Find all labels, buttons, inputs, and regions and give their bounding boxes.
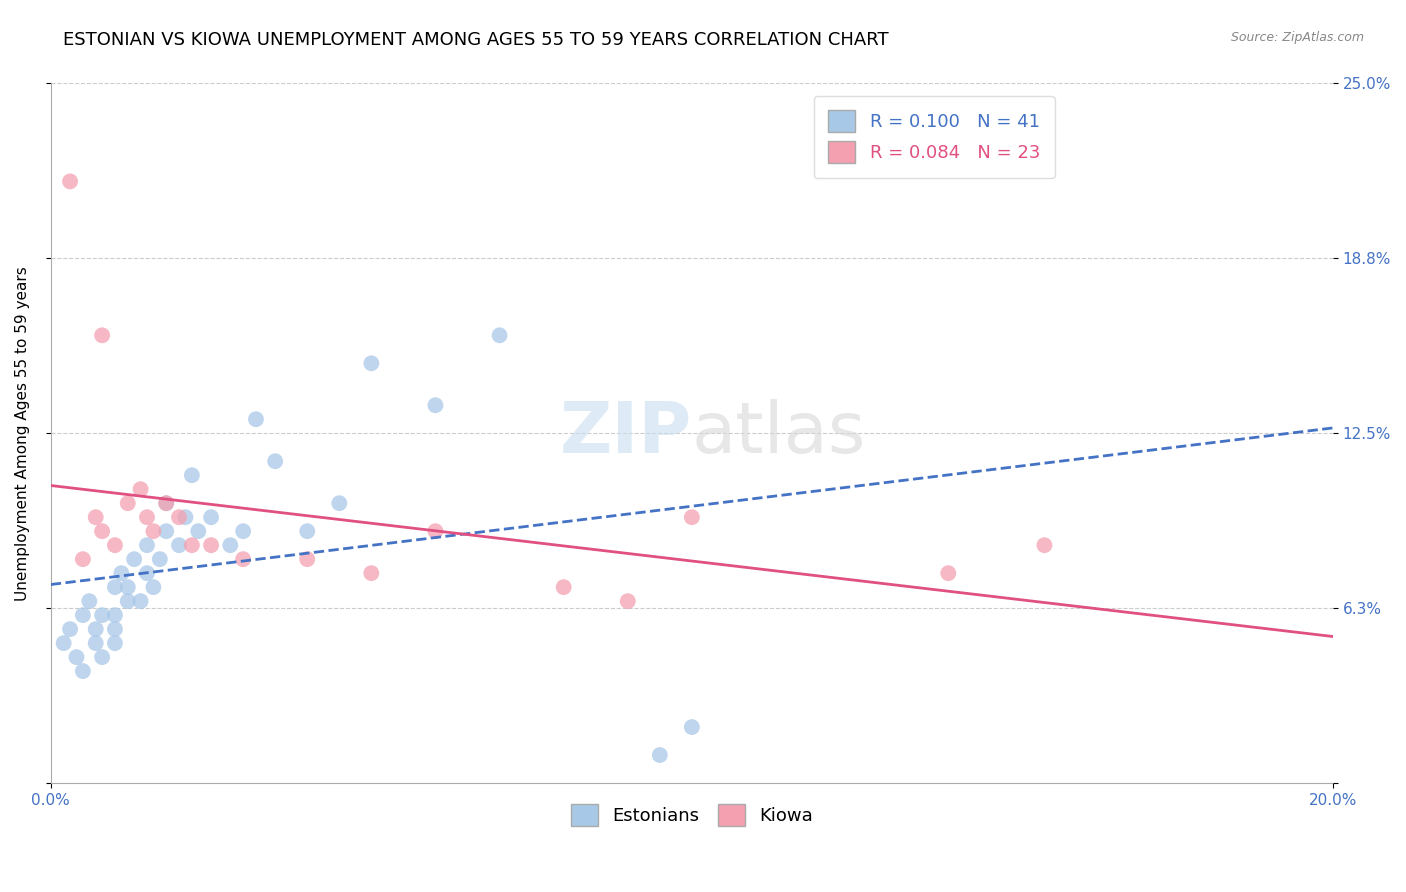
Point [59, 174, 82, 188]
Point [328, 496, 350, 510]
Point [360, 356, 382, 370]
Point [648, 747, 671, 762]
Point [681, 720, 703, 734]
Point [488, 328, 510, 343]
Point [52, 636, 75, 650]
Point [167, 538, 190, 552]
Point [104, 580, 127, 594]
Point [136, 538, 159, 552]
Point [1033, 538, 1056, 552]
Point [245, 412, 267, 426]
Point [360, 566, 382, 581]
Point [72, 608, 94, 623]
Point [91, 650, 114, 665]
Point [104, 622, 127, 636]
Point [200, 538, 222, 552]
Point [180, 468, 202, 483]
Point [91, 608, 114, 623]
Point [91, 328, 114, 343]
Point [104, 608, 127, 623]
Point [129, 482, 152, 496]
Point [142, 580, 165, 594]
Point [79, 594, 101, 608]
Point [117, 580, 139, 594]
Point [84, 636, 107, 650]
Point [104, 636, 127, 650]
Point [616, 594, 638, 608]
Point [129, 594, 152, 608]
Point [297, 524, 319, 539]
Point [553, 580, 575, 594]
Point [136, 566, 159, 581]
Point [117, 496, 139, 510]
Point [91, 524, 114, 539]
Point [174, 510, 197, 524]
Point [155, 496, 177, 510]
Point [142, 524, 165, 539]
Point [136, 510, 159, 524]
Point [232, 552, 254, 566]
Point [187, 524, 209, 539]
Point [425, 398, 447, 412]
Point [122, 552, 145, 566]
Legend: Estonians, Kiowa: Estonians, Kiowa [564, 797, 820, 833]
Point [264, 454, 287, 468]
Point [232, 524, 254, 539]
Point [155, 524, 177, 539]
Point [425, 524, 447, 539]
Point [84, 622, 107, 636]
Point [219, 538, 242, 552]
Point [155, 496, 177, 510]
Point [149, 552, 172, 566]
Point [65, 650, 87, 665]
Text: ESTONIAN VS KIOWA UNEMPLOYMENT AMONG AGES 55 TO 59 YEARS CORRELATION CHART: ESTONIAN VS KIOWA UNEMPLOYMENT AMONG AGE… [63, 31, 889, 49]
Point [180, 538, 202, 552]
Point [72, 664, 94, 678]
Y-axis label: Unemployment Among Ages 55 to 59 years: Unemployment Among Ages 55 to 59 years [15, 266, 30, 600]
Point [167, 510, 190, 524]
Point [72, 552, 94, 566]
Point [297, 552, 319, 566]
Point [681, 510, 703, 524]
Point [59, 622, 82, 636]
Point [84, 510, 107, 524]
Text: ZIP: ZIP [560, 399, 692, 467]
Text: Source: ZipAtlas.com: Source: ZipAtlas.com [1230, 31, 1364, 45]
Text: atlas: atlas [692, 399, 866, 467]
Point [104, 538, 127, 552]
Point [936, 566, 959, 581]
Point [110, 566, 132, 581]
Point [200, 510, 222, 524]
Point [117, 594, 139, 608]
